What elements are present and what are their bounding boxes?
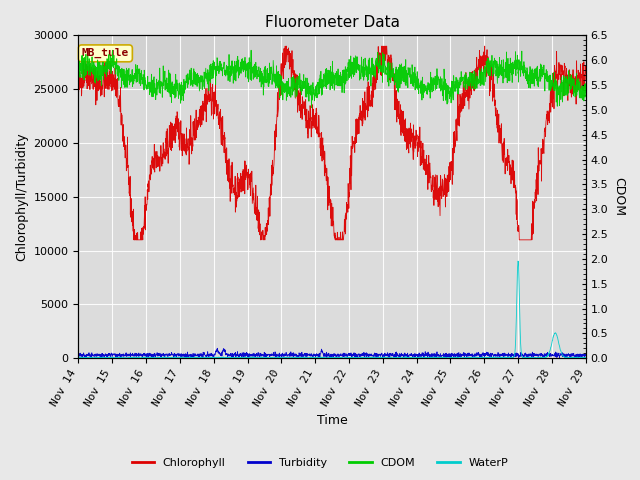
Y-axis label: CDOM: CDOM [612, 177, 625, 216]
Text: MB_tule: MB_tule [82, 48, 129, 59]
Bar [79, 89, 586, 251]
Title: Fluorometer Data: Fluorometer Data [264, 15, 399, 30]
Legend: Chlorophyll, Turbidity, CDOM, WaterP: Chlorophyll, Turbidity, CDOM, WaterP [127, 453, 513, 472]
X-axis label: Time: Time [317, 414, 348, 427]
Bar [79, 36, 586, 89]
Y-axis label: Chlorophyll/Turbidity: Chlorophyll/Turbidity [15, 132, 28, 261]
